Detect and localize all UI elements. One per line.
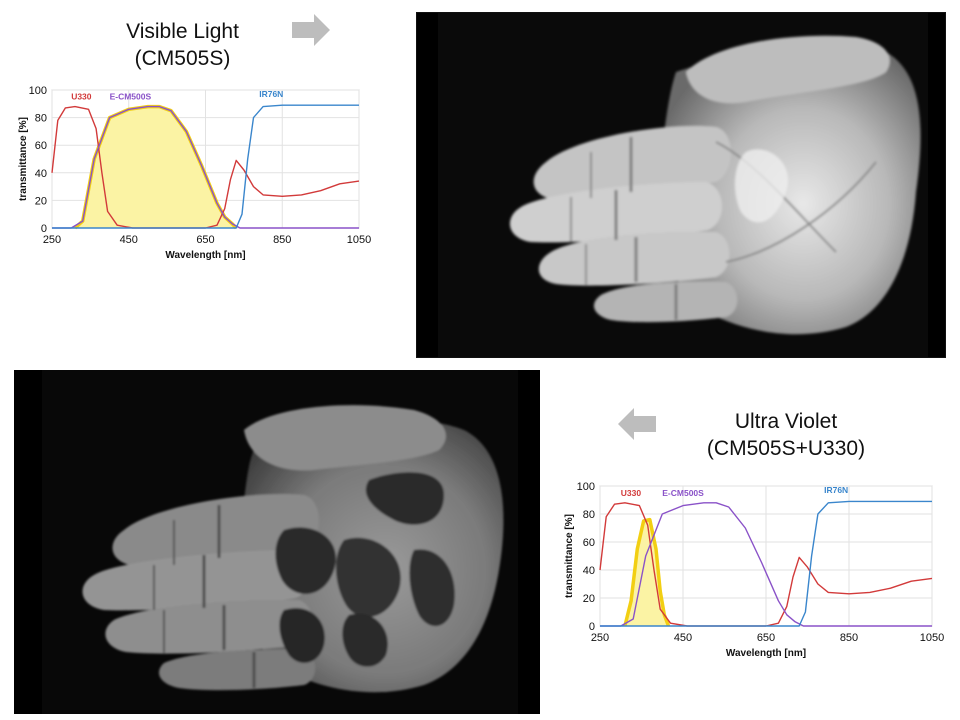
y-axis-title: transmittance [%]: [18, 117, 29, 201]
y-tick-label: 40: [583, 565, 595, 577]
series-label-e-cm500s: E-CM500S: [662, 488, 704, 498]
x-axis-title: Wavelength [nm]: [165, 250, 245, 261]
series-label-u330: U330: [71, 92, 92, 102]
x-tick-label: 250: [43, 234, 61, 246]
series-line-u330: [51, 105, 360, 229]
y-tick-label: 20: [35, 195, 47, 207]
y-tick-label: 60: [583, 537, 595, 549]
y-tick-label: 20: [583, 593, 595, 605]
y-tick-label: 40: [35, 168, 47, 180]
y-tick-label: 80: [583, 509, 595, 521]
x-tick-label: 850: [273, 234, 291, 246]
chart-svg: 0 20 40 60 80 100 250 450 650 850 1050 U330 E-CM500S…: [564, 481, 944, 659]
y-tick-label: 60: [35, 140, 47, 152]
y-tick-label: 0: [41, 223, 47, 235]
series-label-ir76n: IR76N: [259, 89, 283, 99]
y-tick-label: 0: [589, 621, 595, 633]
hand-image: [14, 370, 540, 714]
x-tick-label: 650: [757, 632, 775, 644]
ultraviolet-caption: Ultra Violet (CM505S+U330): [686, 408, 886, 462]
series-line-e-cm500s: [600, 502, 932, 627]
arrow-right-icon: [292, 14, 330, 46]
x-tick-label: 450: [674, 632, 692, 644]
arrow-left-icon: [618, 408, 656, 440]
caption-title: Visible Light: [126, 20, 239, 43]
chart-svg: 0 20 40 60 80 100 250 450 650 850 1050 U330 E-CM500S…: [18, 85, 371, 261]
ultraviolet-hand-photo: [14, 370, 540, 714]
series-label-e-cm500s: E-CM500S: [110, 92, 152, 102]
y-tick-label: 100: [29, 85, 47, 97]
series-line-e-cm500s: [52, 105, 359, 229]
top-transmittance-chart: 0 20 40 60 80 100 250 450 650 850 1050 U330 E-CM500S…: [14, 82, 374, 277]
series-line-u330: [599, 502, 933, 627]
caption-title: Ultra Violet: [734, 410, 838, 433]
x-tick-label: 250: [591, 632, 609, 644]
x-tick-label: 1050: [920, 632, 944, 644]
y-axis-title: transmittance [%]: [564, 514, 575, 598]
series-label-u330: U330: [621, 488, 642, 498]
x-axis-title: Wavelength [nm]: [726, 648, 806, 659]
y-tick-label: 100: [577, 481, 595, 493]
x-tick-label: 650: [196, 234, 214, 246]
y-tick-label: 80: [35, 113, 47, 125]
visible-light-caption: Visible Light (CM505S): [100, 18, 265, 72]
series-line-ir76n: [52, 104, 359, 229]
caption-filter: (CM505S+U330): [706, 437, 866, 460]
caption-filter: (CM505S): [134, 47, 231, 70]
highlight-band-outline: [623, 517, 671, 627]
bottom-transmittance-chart: 0 20 40 60 80 100 250 450 650 850 1050 U330 E-CM500S…: [560, 478, 950, 673]
visible-light-hand-photo: [416, 12, 946, 358]
highlight-band-fill: [624, 519, 669, 626]
x-tick-label: 1050: [347, 234, 371, 246]
x-tick-label: 850: [840, 632, 858, 644]
x-tick-label: 450: [120, 234, 138, 246]
hand-image: [416, 12, 946, 358]
series-line-ir76n: [600, 500, 932, 627]
highlight-band-fill: [75, 106, 237, 228]
series-label-ir76n: IR76N: [824, 485, 848, 495]
